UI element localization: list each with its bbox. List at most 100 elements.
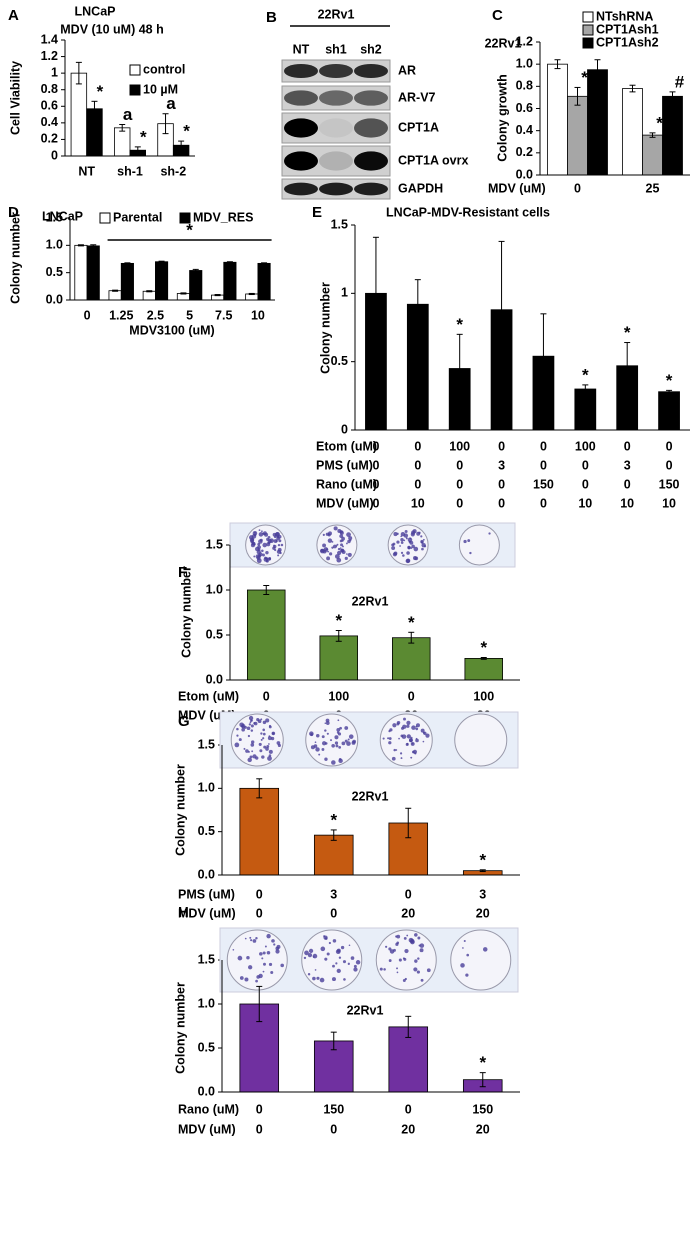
significance-mark: * bbox=[186, 220, 193, 239]
colony bbox=[482, 947, 488, 952]
y-axis-label: Colony number bbox=[318, 282, 332, 374]
condition-value: 0 bbox=[624, 477, 631, 491]
colony bbox=[251, 538, 255, 541]
colony bbox=[252, 939, 257, 943]
colony bbox=[271, 939, 275, 943]
y-tick-label: 0.2 bbox=[516, 145, 533, 159]
bar bbox=[658, 391, 680, 431]
colony bbox=[329, 552, 333, 556]
colony bbox=[268, 962, 273, 967]
colony bbox=[274, 549, 277, 552]
colony bbox=[396, 941, 400, 945]
y-axis-label: Colony number bbox=[173, 764, 187, 856]
chart-title: LNCaP-MDV-Resistant cells bbox=[386, 205, 550, 219]
legend-label: MDV_RES bbox=[193, 210, 253, 224]
colony bbox=[348, 944, 351, 947]
y-tick-label: 1.2 bbox=[516, 34, 533, 48]
colony bbox=[238, 738, 242, 742]
condition-value: 0 bbox=[372, 477, 379, 491]
colony bbox=[388, 737, 392, 740]
colony bbox=[396, 722, 400, 726]
condition-value: 0 bbox=[414, 439, 421, 453]
condition-value: 0 bbox=[456, 477, 463, 491]
blot-row-label: CPT1A ovrx bbox=[398, 153, 468, 167]
colony bbox=[239, 976, 244, 980]
colony bbox=[273, 535, 277, 539]
condition-value: 100 bbox=[473, 689, 494, 703]
colony bbox=[488, 532, 491, 535]
panel-letter: H bbox=[178, 904, 189, 921]
colony bbox=[420, 535, 423, 538]
colony bbox=[334, 741, 339, 745]
bar bbox=[155, 261, 169, 301]
blot-band bbox=[284, 90, 318, 106]
y-tick-label: 0.8 bbox=[41, 82, 58, 96]
colony bbox=[406, 934, 409, 937]
y-tick-label: 1.5 bbox=[198, 737, 215, 751]
chart-title: 22Rv1 bbox=[485, 36, 522, 50]
colony bbox=[322, 543, 327, 548]
condition-value: 0 bbox=[456, 496, 463, 510]
chart-title: LNCaP bbox=[75, 4, 116, 18]
condition-value: 0 bbox=[263, 689, 270, 703]
colony bbox=[353, 967, 358, 972]
colony bbox=[277, 543, 281, 547]
colony bbox=[268, 749, 273, 754]
chart-subtitle: MDV (10 uM) 48 h bbox=[60, 22, 164, 36]
colony bbox=[411, 742, 414, 745]
colony bbox=[327, 550, 330, 553]
colony bbox=[334, 735, 339, 740]
significance-mark: * bbox=[480, 638, 487, 657]
colony bbox=[327, 538, 333, 543]
condition-value: 10 bbox=[662, 496, 676, 510]
condition-value: 0 bbox=[540, 458, 547, 472]
condition-value: 0 bbox=[256, 1122, 263, 1136]
significance-mark: * bbox=[330, 810, 337, 829]
bar bbox=[464, 658, 503, 681]
bar bbox=[223, 261, 237, 301]
blot-band bbox=[319, 118, 353, 138]
condition-value: 0 bbox=[582, 458, 589, 472]
colony bbox=[332, 939, 337, 943]
colony bbox=[316, 976, 320, 980]
y-tick-label: 1.0 bbox=[46, 238, 63, 252]
blot-row-label: CPT1A bbox=[398, 120, 439, 134]
colony bbox=[252, 754, 257, 759]
colony bbox=[408, 540, 411, 544]
y-tick-label: 1.5 bbox=[331, 217, 348, 231]
colony bbox=[262, 542, 267, 548]
colony bbox=[319, 977, 325, 983]
colony bbox=[347, 738, 350, 741]
colony bbox=[324, 757, 328, 761]
y-tick-label: 0.5 bbox=[206, 627, 223, 641]
colony bbox=[308, 948, 314, 954]
colony bbox=[303, 956, 307, 960]
y-tick-label: 0.0 bbox=[198, 1084, 215, 1098]
colony bbox=[347, 539, 351, 544]
y-tick-label: 1.5 bbox=[206, 537, 223, 551]
colony bbox=[408, 937, 414, 943]
colony bbox=[388, 741, 392, 745]
colony bbox=[314, 741, 317, 744]
colony bbox=[399, 752, 403, 755]
colony bbox=[312, 956, 315, 958]
colony bbox=[273, 544, 277, 549]
x-tick-label: sh-2 bbox=[160, 164, 186, 178]
colony bbox=[338, 758, 343, 764]
lane-label: sh1 bbox=[325, 42, 347, 56]
y-axis-label: Colony number bbox=[173, 982, 187, 1074]
colony bbox=[414, 933, 418, 937]
colony bbox=[405, 742, 409, 746]
x-tick-label: 5 bbox=[186, 308, 193, 322]
colony bbox=[414, 959, 418, 963]
x-tick-label: 0 bbox=[84, 308, 91, 322]
colony bbox=[342, 545, 344, 548]
blot-row-label: AR-V7 bbox=[398, 90, 436, 104]
blot-row-label: AR bbox=[398, 63, 416, 77]
colony bbox=[244, 977, 249, 982]
colony bbox=[320, 548, 324, 553]
colony bbox=[307, 973, 311, 976]
colony bbox=[382, 737, 385, 740]
colony bbox=[463, 939, 466, 943]
colony bbox=[262, 951, 266, 955]
